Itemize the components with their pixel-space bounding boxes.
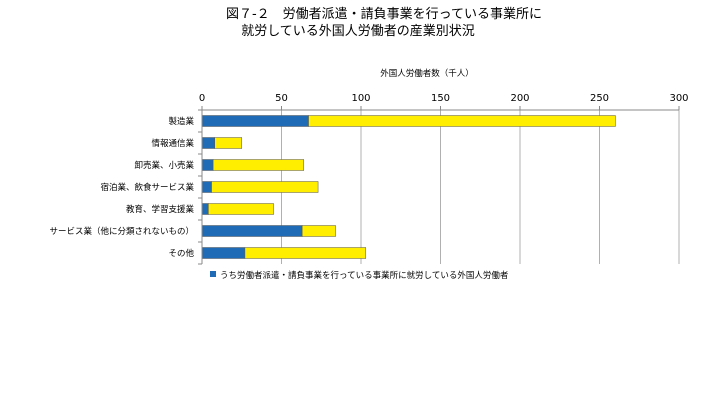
category-label-3: 宿泊業、飲食サービス業 xyxy=(100,182,194,193)
bar-series1-cat0 xyxy=(308,115,616,127)
gridlines xyxy=(281,110,680,264)
x-axis-ticks: 0 50 100 150 200 250 300 xyxy=(199,93,689,110)
legend-label: うち労働者派遣・請負事業を行っている事業所に就労している外国人労働者 xyxy=(220,270,509,281)
x-tick-label-2: 100 xyxy=(351,93,370,104)
bar-series1-cat4 xyxy=(208,203,274,215)
bar-series0-cat5 xyxy=(201,225,303,237)
bar-series1-cat6 xyxy=(244,247,367,259)
chart-title-line-2: 就労している外国人労働者の産業別状況 xyxy=(241,23,475,39)
bar-series1-cat5 xyxy=(301,225,336,237)
category-label-5: サービス業（他に分類されないもの） xyxy=(49,226,194,237)
bar-series1-cat1 xyxy=(214,137,243,149)
category-label-0: 製造業 xyxy=(168,116,194,127)
bar-series1-cat2 xyxy=(212,159,305,171)
x-tick-label-0: 0 xyxy=(199,93,205,104)
bar-series1-cat3 xyxy=(211,181,319,193)
bar-series0-cat0 xyxy=(201,115,309,127)
bar-series0-cat6 xyxy=(201,247,246,259)
x-tick-label-5: 250 xyxy=(590,93,609,104)
category-label-1: 情報通信業 xyxy=(151,138,194,149)
category-label-6: その他 xyxy=(168,248,194,259)
category-labels: 製造業情報通信業卸売業、小売業宿泊業、飲食サービス業教育、学習支援業サービス業（… xyxy=(49,109,202,265)
legend: うち労働者派遣・請負事業を行っている事業所に就労している外国人労働者 xyxy=(210,270,509,281)
bar-series0-cat3 xyxy=(201,181,212,193)
x-axis-title: 外国人労働者数（千人） xyxy=(380,68,474,79)
category-label-2: 卸売業、小売業 xyxy=(134,160,194,171)
bar-series0-cat2 xyxy=(201,159,214,171)
x-tick-label-6: 300 xyxy=(669,93,688,104)
x-tick-label-3: 150 xyxy=(431,93,450,104)
bar-series0-cat4 xyxy=(201,203,209,215)
bar-series0-cat1 xyxy=(201,137,215,149)
x-tick-label-1: 50 xyxy=(275,93,288,104)
legend-swatch xyxy=(210,271,216,277)
bars xyxy=(201,115,616,259)
chart-title-line-1: 図７-２ 労働者派遣・請負事業を行っている事業所に xyxy=(226,6,542,22)
x-tick-label-4: 200 xyxy=(510,93,529,104)
category-label-4: 教育、学習支援業 xyxy=(126,204,195,215)
